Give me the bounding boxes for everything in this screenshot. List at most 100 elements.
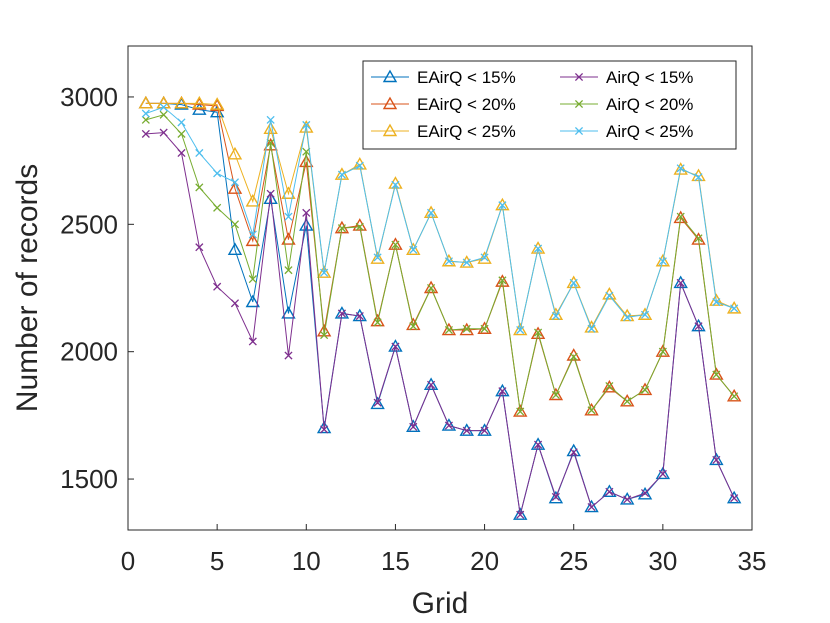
data-point: [299, 120, 314, 133]
data-point: [673, 210, 688, 224]
legend-label: AirQ < 25%: [606, 122, 693, 141]
data-point: [694, 173, 703, 182]
x-axis-label: Grid: [412, 587, 469, 620]
data-point: [230, 220, 240, 229]
legend-entry: EAirQ < 15%: [371, 68, 516, 87]
data-point: [533, 244, 543, 253]
series-layer: [138, 95, 742, 520]
data-point: [248, 230, 257, 239]
x-tick-label: 25: [559, 546, 588, 576]
data-point: [227, 242, 243, 255]
data-point: [655, 253, 671, 267]
data-point: [248, 275, 257, 284]
data-point: [195, 183, 204, 192]
data-point: [427, 208, 436, 217]
data-point: [444, 257, 453, 266]
data-point: [316, 265, 332, 278]
data-point: [530, 241, 546, 254]
data-point: [548, 387, 564, 401]
data-point: [299, 154, 314, 168]
data-point: [245, 193, 261, 207]
data-point: [281, 232, 296, 245]
data-point: [730, 304, 739, 313]
data-point: [213, 282, 222, 291]
data-point: [370, 313, 385, 327]
data-point: [192, 95, 207, 109]
data-point: [569, 278, 578, 287]
data-point: [516, 407, 525, 416]
data-point: [513, 322, 528, 336]
legend-entry: AirQ < 25%: [560, 122, 693, 141]
data-point: [569, 448, 578, 457]
data-point: [195, 148, 204, 158]
data-point: [441, 418, 457, 431]
data-point: [406, 317, 421, 331]
data-point: [266, 189, 275, 198]
data-point: [388, 339, 403, 352]
data-point: [177, 129, 186, 138]
data-point: [694, 322, 703, 331]
data-point: [337, 309, 347, 318]
series-line: [145, 132, 735, 515]
data-point: [676, 164, 685, 173]
data-point: [230, 178, 240, 187]
data-point: [266, 115, 275, 124]
y-tick-label: 3000: [60, 82, 118, 112]
data-point: [302, 120, 311, 130]
data-point: [441, 253, 457, 267]
data-point: [658, 257, 667, 266]
data-point: [566, 348, 581, 361]
data-point: [423, 280, 439, 294]
data-point: [370, 396, 385, 410]
data-point: [619, 308, 635, 322]
data-point: [337, 224, 347, 233]
data-point: [406, 242, 421, 255]
data-point: [227, 181, 243, 194]
data-point: [498, 201, 507, 210]
data-point: [569, 352, 578, 361]
data-point: [409, 322, 418, 331]
legend-entry: AirQ < 20%: [560, 95, 693, 114]
data-point: [533, 440, 543, 449]
data-point: [694, 234, 703, 243]
data-point: [320, 331, 329, 340]
data-point: [388, 237, 403, 250]
data-point: [513, 404, 528, 417]
data-point: [587, 324, 596, 333]
data-point: [673, 162, 688, 175]
series-line: [145, 106, 735, 331]
data-point: [477, 321, 492, 334]
data-point: [658, 469, 667, 479]
data-point: [640, 385, 650, 394]
data-point: [605, 382, 614, 391]
data-point: [284, 266, 293, 275]
ticks-layer: 0 5 10 15 20 25 30 35 1500 2000 2500 3000: [60, 82, 766, 576]
data-point: [495, 274, 510, 287]
data-point: [712, 455, 721, 465]
data-point: [691, 232, 706, 245]
legend-label: AirQ < 20%: [606, 95, 693, 114]
data-point: [141, 129, 150, 138]
legend-label: EAirQ < 25%: [417, 122, 516, 141]
data-point: [709, 367, 724, 380]
data-point: [263, 121, 278, 134]
data-point: [213, 203, 222, 212]
legend-label: EAirQ < 20%: [417, 95, 516, 114]
data-point: [441, 322, 457, 336]
data-point: [281, 306, 296, 319]
data-point: [566, 443, 581, 457]
data-point: [334, 220, 350, 234]
data-point: [655, 466, 671, 480]
data-point: [605, 291, 614, 300]
data-point: [516, 510, 525, 519]
data-point: [427, 380, 436, 389]
data-point: [480, 426, 489, 435]
legend-entry: EAirQ < 25%: [371, 122, 516, 141]
data-point: [623, 495, 632, 504]
data-point: [302, 208, 311, 217]
data-point: [712, 370, 721, 379]
data-point: [637, 382, 653, 396]
data-point: [498, 276, 507, 285]
data-point: [480, 253, 489, 262]
data-point: [302, 147, 311, 156]
